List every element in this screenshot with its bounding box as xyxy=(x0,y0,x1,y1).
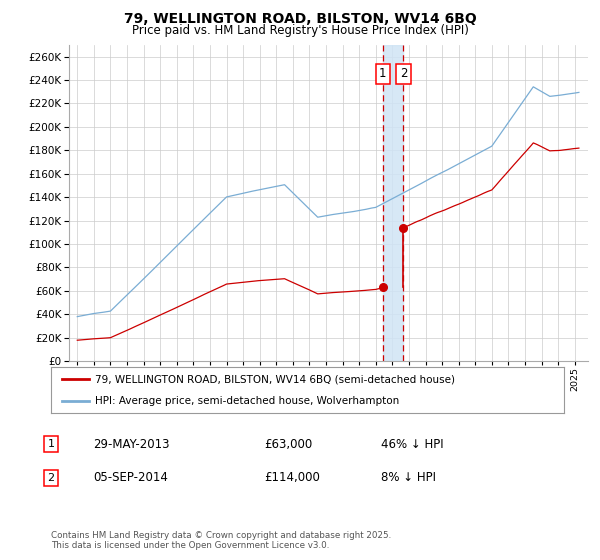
Text: 1: 1 xyxy=(47,439,55,449)
Text: 46% ↓ HPI: 46% ↓ HPI xyxy=(381,437,443,451)
Text: 05-SEP-2014: 05-SEP-2014 xyxy=(93,471,168,484)
Text: 29-MAY-2013: 29-MAY-2013 xyxy=(93,437,170,451)
Text: £114,000: £114,000 xyxy=(264,471,320,484)
Text: 1: 1 xyxy=(379,67,386,81)
Text: Price paid vs. HM Land Registry's House Price Index (HPI): Price paid vs. HM Land Registry's House … xyxy=(131,24,469,36)
Text: £63,000: £63,000 xyxy=(264,437,312,451)
Text: 79, WELLINGTON ROAD, BILSTON, WV14 6BQ: 79, WELLINGTON ROAD, BILSTON, WV14 6BQ xyxy=(124,12,476,26)
Text: Contains HM Land Registry data © Crown copyright and database right 2025.
This d: Contains HM Land Registry data © Crown c… xyxy=(51,531,391,550)
Text: HPI: Average price, semi-detached house, Wolverhampton: HPI: Average price, semi-detached house,… xyxy=(95,396,399,407)
Text: 8% ↓ HPI: 8% ↓ HPI xyxy=(381,471,436,484)
Text: 79, WELLINGTON ROAD, BILSTON, WV14 6BQ (semi-detached house): 79, WELLINGTON ROAD, BILSTON, WV14 6BQ (… xyxy=(95,374,455,384)
Bar xyxy=(383,45,403,361)
Text: 2: 2 xyxy=(47,473,55,483)
Text: 2: 2 xyxy=(400,67,407,81)
